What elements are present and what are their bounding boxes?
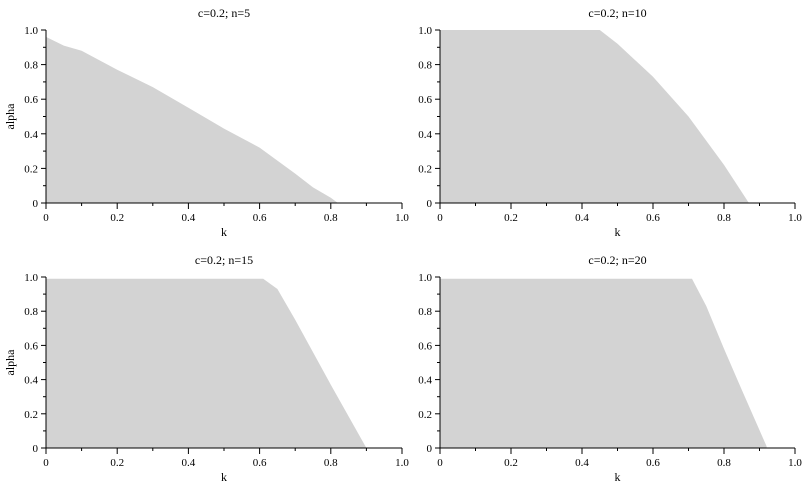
- x-tick-label: 1.0: [788, 457, 802, 469]
- x-tick-label: 1.0: [788, 212, 802, 224]
- x-tick-label: 0.6: [253, 457, 267, 469]
- x-axis-label-2: k: [615, 225, 621, 239]
- y-axis-label-3: alpha: [3, 349, 17, 376]
- y-tick-label: 0.2: [24, 163, 38, 175]
- y-tick-label: 0: [33, 198, 39, 210]
- x-tick-label: 0.4: [575, 212, 589, 224]
- y-tick-label: 0.2: [418, 163, 432, 175]
- region-area-2: [440, 30, 749, 203]
- y-tick-label: 0.8: [24, 60, 38, 72]
- y-tick-label: 1.0: [418, 272, 432, 284]
- y-tick-label: 0: [427, 443, 433, 455]
- panel-title-3: c=0.2; n=15: [195, 253, 253, 267]
- x-tick-label: 0.8: [717, 457, 731, 469]
- x-axis-label-3: k: [221, 470, 227, 484]
- x-tick-label: 1.0: [395, 212, 409, 224]
- x-tick-label: 0: [437, 457, 443, 469]
- x-tick-label: 0.4: [182, 212, 196, 224]
- y-tick-label: 0.2: [418, 409, 432, 421]
- x-tick-label: 0.6: [646, 212, 660, 224]
- y-tick-label: 0: [427, 198, 433, 210]
- y-tick-label: 0.4: [24, 375, 38, 387]
- panel-title-2: c=0.2; n=10: [588, 6, 646, 20]
- x-axis-label-1: k: [221, 225, 227, 239]
- y-tick-label: 0.6: [24, 340, 38, 352]
- region-area-4: [440, 278, 767, 448]
- x-tick-label: 0.2: [504, 457, 518, 469]
- y-tick-label: 0.2: [24, 409, 38, 421]
- y-tick-label: 0.4: [418, 129, 432, 141]
- x-tick-label: 0.2: [110, 212, 124, 224]
- x-tick-label: 0.8: [324, 457, 338, 469]
- x-tick-label: 0.2: [110, 457, 124, 469]
- x-tick-label: 0: [43, 457, 49, 469]
- y-axis-label-1: alpha: [3, 103, 17, 130]
- y-tick-label: 0: [33, 443, 39, 455]
- region-area-1: [46, 36, 338, 204]
- x-axis-label-4: k: [615, 470, 621, 484]
- x-tick-label: 0: [437, 212, 443, 224]
- y-tick-label: 1.0: [24, 25, 38, 37]
- x-tick-label: 0.8: [717, 212, 731, 224]
- panel-title-4: c=0.2; n=20: [588, 253, 646, 267]
- y-tick-label: 1.0: [418, 25, 432, 37]
- x-tick-label: 0.8: [324, 212, 338, 224]
- x-tick-label: 0.4: [575, 457, 589, 469]
- y-tick-label: 0.6: [418, 340, 432, 352]
- x-tick-label: 1.0: [395, 457, 409, 469]
- x-tick-label: 0.6: [253, 212, 267, 224]
- y-tick-label: 0.8: [418, 60, 432, 72]
- x-tick-label: 0.4: [182, 457, 196, 469]
- x-tick-label: 0: [43, 212, 49, 224]
- y-tick-label: 0.6: [418, 94, 432, 106]
- y-tick-label: 1.0: [24, 272, 38, 284]
- y-tick-label: 0.8: [418, 306, 432, 318]
- region-area-3: [46, 278, 367, 448]
- y-tick-label: 0.4: [418, 375, 432, 387]
- y-tick-label: 0.6: [24, 94, 38, 106]
- panel-title-1: c=0.2; n=5: [198, 6, 250, 20]
- y-tick-label: 0.4: [24, 129, 38, 141]
- x-tick-label: 0.2: [504, 212, 518, 224]
- y-tick-label: 0.8: [24, 306, 38, 318]
- x-tick-label: 0.6: [646, 457, 660, 469]
